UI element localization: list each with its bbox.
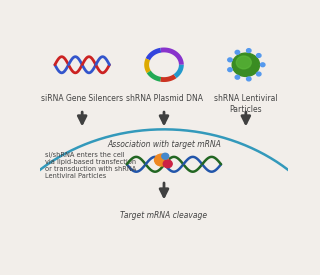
Text: shRNA Lentiviral
Particles: shRNA Lentiviral Particles [214, 94, 278, 114]
Circle shape [246, 49, 251, 53]
Circle shape [228, 58, 232, 62]
Circle shape [155, 154, 168, 166]
Circle shape [163, 160, 172, 168]
Text: siRNA Gene Silencers: siRNA Gene Silencers [41, 94, 123, 103]
Text: Association with target mRNA: Association with target mRNA [107, 140, 221, 149]
Text: si/shRNA enters the cell
via lipid-based transfection
or transduction with shRNA: si/shRNA enters the cell via lipid-based… [45, 152, 136, 178]
Circle shape [246, 77, 251, 81]
Circle shape [257, 72, 261, 76]
Circle shape [228, 68, 232, 72]
Circle shape [232, 53, 260, 76]
Text: shRNA Plasmid DNA: shRNA Plasmid DNA [125, 94, 203, 103]
Circle shape [260, 63, 265, 67]
Circle shape [235, 50, 240, 54]
Circle shape [236, 56, 251, 69]
Text: Target mRNA cleavage: Target mRNA cleavage [120, 211, 208, 220]
Circle shape [162, 153, 169, 159]
Circle shape [235, 75, 240, 79]
Circle shape [257, 54, 261, 57]
